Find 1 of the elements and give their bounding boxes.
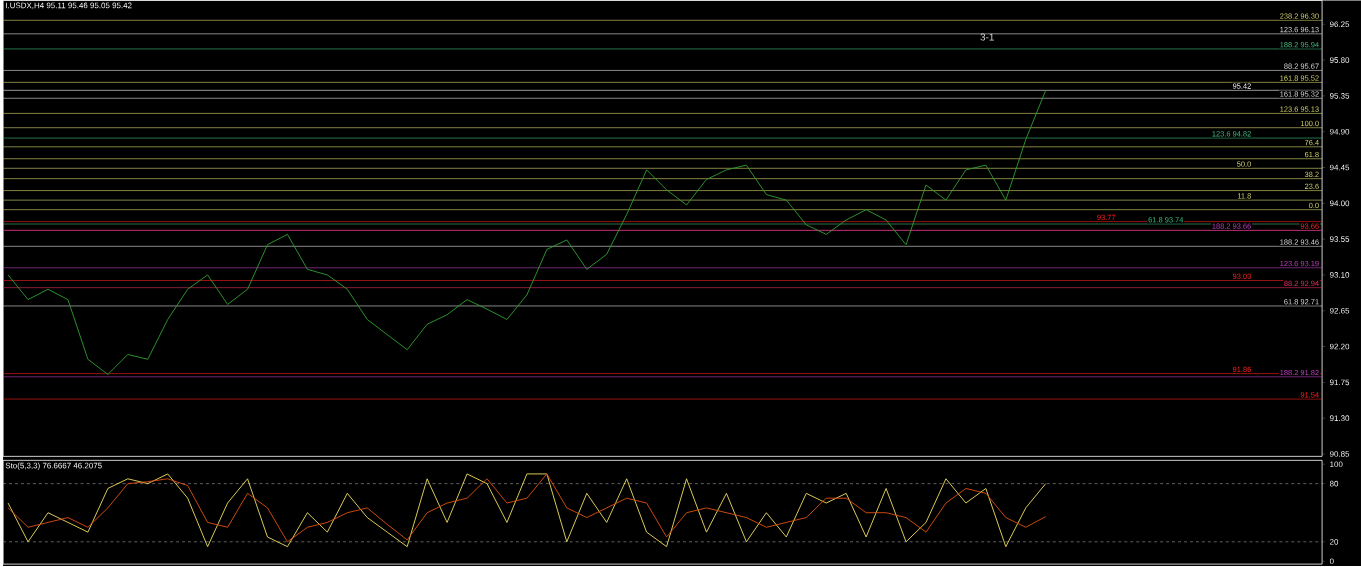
annotation: 3-1 [980,33,994,41]
